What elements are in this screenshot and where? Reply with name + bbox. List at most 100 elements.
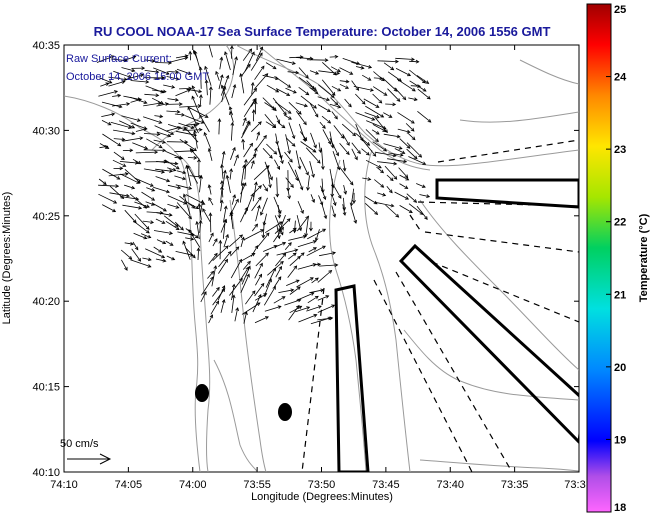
current-vector-head <box>260 65 265 70</box>
current-vector-head <box>349 181 354 186</box>
current-vector-head <box>312 263 317 267</box>
current-vector <box>294 169 303 190</box>
current-vector-head <box>337 68 341 73</box>
current-vector-head <box>395 59 399 64</box>
current-vector <box>331 85 341 92</box>
current-vector-head <box>287 116 292 120</box>
current-vector-head <box>254 181 258 186</box>
current-vector-head <box>398 146 403 150</box>
current-vector <box>250 245 259 257</box>
current-vector <box>240 207 248 223</box>
current-vector-head <box>291 142 296 147</box>
current-vector <box>310 132 317 148</box>
current-vector-head <box>292 89 297 94</box>
current-vector <box>372 141 387 152</box>
current-vector-head <box>149 183 154 187</box>
current-vector-head <box>289 158 293 163</box>
current-vector-head <box>380 184 385 188</box>
current-vector <box>220 299 225 313</box>
current-vector <box>385 103 396 105</box>
current-vector-head <box>314 295 319 300</box>
current-vector-head <box>382 192 387 197</box>
current-vector <box>317 295 329 301</box>
current-vector-head <box>264 187 268 192</box>
current-vector-head <box>137 160 142 165</box>
current-vector <box>113 129 135 135</box>
current-vector <box>300 95 317 109</box>
current-vector <box>112 159 126 167</box>
current-vector <box>177 231 194 236</box>
current-vector-head <box>389 177 394 182</box>
current-vector <box>409 69 426 84</box>
colorbar-label: Temperature (°C) <box>638 213 650 302</box>
current-vector <box>278 289 294 293</box>
current-vector-head <box>170 131 175 135</box>
current-vector <box>175 251 194 256</box>
current-vector-head <box>280 231 284 236</box>
current-vector <box>145 201 155 206</box>
current-vector <box>176 170 186 174</box>
current-vector <box>208 233 214 243</box>
current-vector <box>332 197 336 206</box>
current-vector <box>383 78 398 92</box>
current-vector <box>167 195 187 205</box>
current-vector <box>242 48 252 61</box>
current-vector <box>351 80 359 91</box>
current-vector-head <box>192 132 198 137</box>
current-vector-head <box>396 134 401 139</box>
current-vector-head <box>259 262 263 267</box>
current-vector <box>174 175 186 180</box>
current-vector <box>318 84 335 98</box>
current-vector-head <box>265 252 269 257</box>
current-vector <box>179 195 195 209</box>
current-vector <box>212 288 225 306</box>
current-vector-head <box>273 150 278 155</box>
current-vector <box>143 149 166 151</box>
current-vector <box>311 277 319 284</box>
map-frame <box>63 44 580 473</box>
current-vector-head <box>137 98 143 102</box>
current-vector-head <box>388 114 393 118</box>
current-vector-head <box>199 174 203 179</box>
current-vector <box>120 173 140 184</box>
current-vector-head <box>195 220 200 225</box>
current-vector-head <box>159 210 164 215</box>
current-vector-head <box>354 156 358 161</box>
current-vector-head <box>251 51 255 56</box>
current-vector <box>102 204 116 212</box>
current-vector-head <box>252 153 257 158</box>
current-vector <box>240 73 245 94</box>
current-vector-head <box>232 83 237 88</box>
current-vector-head <box>220 84 225 89</box>
current-vector-head <box>332 213 337 218</box>
current-vector-head <box>198 219 203 224</box>
current-vector-head <box>145 229 150 234</box>
current-vector <box>406 142 422 158</box>
current-vector-head <box>147 264 152 268</box>
current-vector <box>343 197 345 211</box>
current-vector <box>309 102 319 118</box>
current-vector-head <box>322 125 326 129</box>
current-vector <box>168 57 188 63</box>
current-vector <box>287 161 299 181</box>
current-vector-head <box>161 220 166 224</box>
current-vector <box>167 124 186 131</box>
current-vector <box>208 184 212 195</box>
current-vector-head <box>293 265 298 270</box>
current-vector-head <box>228 106 233 111</box>
current-vector <box>310 194 315 203</box>
temperature-colorbar <box>586 3 612 513</box>
current-vector <box>297 200 304 214</box>
current-vector-head <box>302 234 307 239</box>
current-vector-head <box>102 181 107 186</box>
current-vector-head <box>258 185 262 189</box>
current-vector <box>386 185 393 193</box>
current-vector-head <box>326 97 330 102</box>
current-vector-head <box>280 226 284 231</box>
current-vector-head <box>254 223 259 228</box>
current-vector <box>189 148 200 160</box>
current-vector-head <box>314 113 319 118</box>
current-vector <box>131 248 141 262</box>
map-contents <box>64 45 579 472</box>
current-vector-head <box>200 199 205 204</box>
